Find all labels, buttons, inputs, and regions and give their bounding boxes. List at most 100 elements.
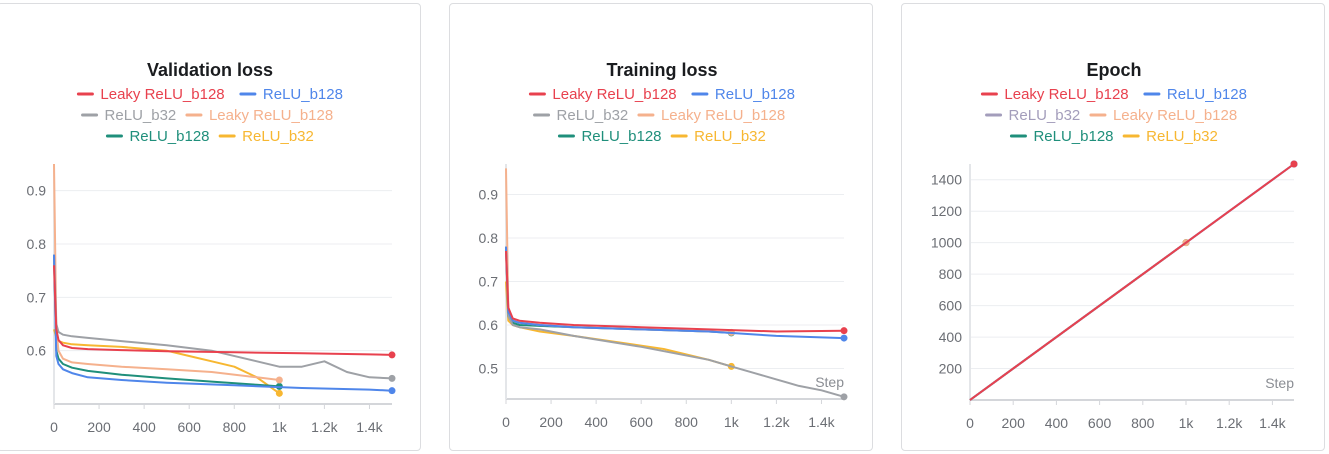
legend-label: ReLU_b32 <box>242 128 314 145</box>
series-line-relu-b32-2[interactable] <box>53 254 393 380</box>
x-tick-label: 200 <box>87 419 111 435</box>
series-endpoint-leaky-relu-b128-0[interactable] <box>1290 160 1298 168</box>
chart-title: Validation loss <box>147 60 273 80</box>
legend-label: Leaky ReLU_b128 <box>209 107 333 124</box>
x-tick-label: 600 <box>1088 415 1112 431</box>
x-tick-label: 800 <box>675 414 699 430</box>
y-tick-label: 400 <box>939 329 963 345</box>
series-endpoint-relu-b32-5[interactable] <box>275 389 283 397</box>
x-tick-label: 1.4k <box>1259 415 1286 431</box>
series-line-relu-b32-5[interactable] <box>505 281 732 368</box>
x-tick-label: 400 <box>132 419 156 435</box>
legend-item-relu-b32[interactable]: ReLU_b32 <box>533 107 629 124</box>
series-line-leaky-relu-b128-0[interactable] <box>969 163 1295 401</box>
legend-item-relu-b32[interactable]: ReLU_b32 <box>218 128 314 145</box>
series-endpoint-relu-b32-2[interactable] <box>388 374 396 382</box>
x-tick-label: 1k <box>724 414 740 430</box>
legend-label: ReLU_b32 <box>105 107 177 124</box>
chart-title: Training loss <box>606 60 717 80</box>
legend-item-leaky-relu-b128[interactable]: Leaky ReLU_b128 <box>1089 107 1237 124</box>
series-endpoint-relu-b32-2[interactable] <box>840 393 848 401</box>
x-tick-label: 200 <box>1002 415 1026 431</box>
y-tick-label: 200 <box>939 361 963 377</box>
x-tick-label: 1.4k <box>808 414 835 430</box>
legend-label: ReLU_b32 <box>694 128 766 145</box>
series-line-relu-b32-2[interactable] <box>505 250 845 398</box>
series-endpoint-relu-b128-1[interactable] <box>388 387 396 395</box>
series-endpoint-leaky-relu-b128-0[interactable] <box>388 351 396 359</box>
series-endpoint-leaky-relu-b128-3[interactable] <box>275 376 283 384</box>
x-tick-label: 1.2k <box>311 419 338 435</box>
legend-item-leaky-relu-b128[interactable]: Leaky ReLU_b128 <box>528 86 677 103</box>
legend-label: ReLU_b128 <box>1167 86 1247 103</box>
y-tick-label: 600 <box>939 298 963 314</box>
x-tick-label: 200 <box>539 414 563 430</box>
legend-label: ReLU_b128 <box>581 128 661 145</box>
x-tick-label: 1.2k <box>1216 415 1243 431</box>
legend-item-relu-b32[interactable]: ReLU_b32 <box>670 128 766 145</box>
legend-item-leaky-relu-b128[interactable]: Leaky ReLU_b128 <box>637 107 785 124</box>
x-tick-label: 600 <box>178 419 202 435</box>
legend-item-leaky-relu-b128[interactable]: Leaky ReLU_b128 <box>185 107 333 124</box>
legend-label: ReLU_b128 <box>715 86 795 103</box>
legend-item-leaky-relu-b128[interactable]: Leaky ReLU_b128 <box>980 86 1129 103</box>
series-line-leaky-relu-b128-0[interactable] <box>53 265 393 356</box>
legend-item-relu-b128[interactable]: ReLU_b128 <box>1009 128 1114 145</box>
x-tick-label: 1.2k <box>763 414 790 430</box>
legend-label: Leaky ReLU_b128 <box>100 86 224 103</box>
x-tick-label: 400 <box>1045 415 1069 431</box>
y-tick-label: 0.7 <box>27 289 47 305</box>
y-tick-label: 800 <box>939 266 963 282</box>
y-tick-label: 0.6 <box>27 343 47 359</box>
y-tick-label: 0.8 <box>27 236 47 252</box>
y-tick-label: 0.6 <box>479 317 499 333</box>
y-tick-label: 0.8 <box>479 230 499 246</box>
x-tick-label: 1k <box>1179 415 1195 431</box>
legend-item-relu-b128[interactable]: ReLU_b128 <box>557 128 662 145</box>
chart-panel-validation-loss: Validation loss Leaky ReLU_b128 ReLU_b128 R… <box>0 3 421 451</box>
chart-title: Epoch <box>1086 60 1141 80</box>
x-axis-label: Step <box>815 374 844 390</box>
y-tick-label: 0.5 <box>479 361 499 377</box>
series-line-relu-b128-1[interactable] <box>53 254 393 392</box>
series-line-relu-b128-1[interactable] <box>505 246 845 340</box>
x-tick-label: 800 <box>223 419 247 435</box>
legend-label: ReLU_b32 <box>1009 107 1081 124</box>
legend-item-leaky-relu-b128[interactable]: Leaky ReLU_b128 <box>76 86 225 103</box>
x-axis-label: Step <box>1265 375 1294 391</box>
legend-label: ReLU_b32 <box>557 107 629 124</box>
legend-item-relu-b128[interactable]: ReLU_b128 <box>239 86 343 103</box>
series-line-leaky-relu-b128-3[interactable] <box>505 168 732 334</box>
x-tick-label: 0 <box>502 414 510 430</box>
x-tick-label: 400 <box>584 414 608 430</box>
x-tick-label: 0 <box>50 419 58 435</box>
series-line-leaky-relu-b128-0[interactable] <box>505 250 845 333</box>
y-tick-label: 1000 <box>931 235 962 251</box>
legend-label: Leaky ReLU_b128 <box>661 107 785 124</box>
legend-item-relu-b32[interactable]: ReLU_b32 <box>1122 128 1218 145</box>
legend-label: Leaky ReLU_b128 <box>1004 86 1128 103</box>
legend-item-relu-b128[interactable]: ReLU_b128 <box>691 86 795 103</box>
legend-item-relu-b128[interactable]: ReLU_b128 <box>105 128 210 145</box>
y-tick-label: 1200 <box>931 203 962 219</box>
legend-label: Leaky ReLU_b128 <box>1113 107 1237 124</box>
legend-item-relu-b32[interactable]: ReLU_b32 <box>985 107 1081 124</box>
y-tick-label: 1400 <box>931 172 962 188</box>
legend-item-relu-b32[interactable]: ReLU_b32 <box>81 107 177 124</box>
legend-label: ReLU_b128 <box>129 128 209 145</box>
series-line-relu-b128-4[interactable] <box>505 246 732 334</box>
y-tick-label: 0.7 <box>479 274 499 290</box>
y-tick-label: 0.9 <box>479 186 499 202</box>
legend-label: ReLU_b128 <box>263 86 343 103</box>
legend-label: ReLU_b128 <box>1033 128 1113 145</box>
series-endpoint-relu-b128-1[interactable] <box>840 334 848 342</box>
legend-item-relu-b128[interactable]: ReLU_b128 <box>1143 86 1247 103</box>
series-endpoint-leaky-relu-b128-0[interactable] <box>840 327 848 335</box>
series-line-relu-b128-4[interactable] <box>53 254 280 388</box>
x-tick-label: 0 <box>966 415 974 431</box>
series-line-leaky-relu-b128-3[interactable] <box>53 163 280 381</box>
chart-panel-training-loss: Training loss Leaky ReLU_b128 ReLU_b128 ReL… <box>449 3 873 451</box>
